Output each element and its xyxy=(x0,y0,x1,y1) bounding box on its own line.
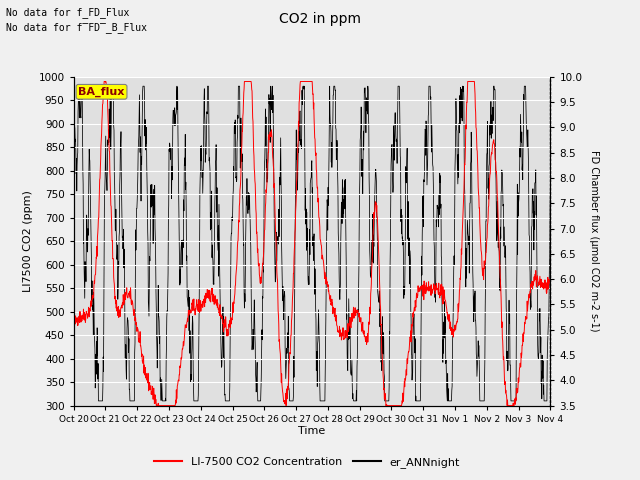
Y-axis label: LI7500 CO2 (ppm): LI7500 CO2 (ppm) xyxy=(23,190,33,292)
Text: BA_flux: BA_flux xyxy=(78,87,125,97)
Text: CO2 in ppm: CO2 in ppm xyxy=(279,12,361,26)
Y-axis label: FD Chamber flux (μmol CO2 m-2 s-1): FD Chamber flux (μmol CO2 m-2 s-1) xyxy=(589,150,599,332)
Text: No data for f̅FD̅_B_Flux: No data for f̅FD̅_B_Flux xyxy=(6,22,147,33)
X-axis label: Time: Time xyxy=(298,426,326,436)
Legend: LI-7500 CO2 Concentration, er_ANNnight: LI-7500 CO2 Concentration, er_ANNnight xyxy=(150,452,465,472)
Text: No data for f_FD_Flux: No data for f_FD_Flux xyxy=(6,7,130,18)
